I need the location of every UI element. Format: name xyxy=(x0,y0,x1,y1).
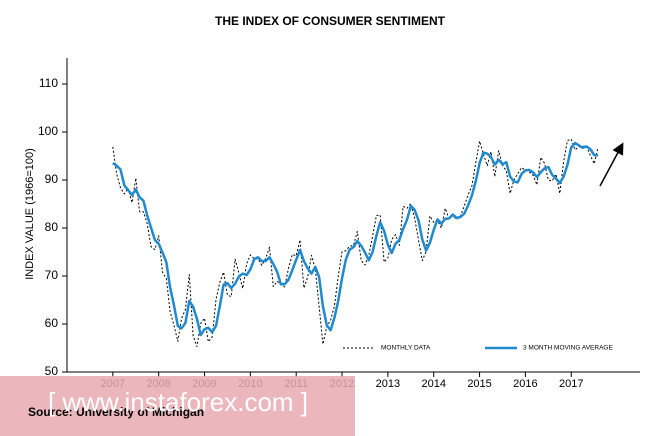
y-tick-label: 90 xyxy=(45,172,59,186)
watermark: [ www.instaforex.com ] xyxy=(48,387,308,417)
watermark-band xyxy=(0,376,355,436)
series-line xyxy=(112,141,599,337)
x-tick-label: 2017 xyxy=(559,378,583,390)
x-tick-label: 2015 xyxy=(467,378,491,390)
x-tick-label: 2016 xyxy=(513,378,537,390)
y-tick-label: 70 xyxy=(45,268,59,282)
x-tick-label: 2014 xyxy=(421,378,445,390)
x-tick-label: 2013 xyxy=(376,378,400,390)
y-axis-label: INDEX VALUE (1966=100) xyxy=(24,148,36,280)
y-tick-label: 80 xyxy=(45,220,59,234)
legend-label: 3 MONTH MOVING AVERAGE xyxy=(523,345,613,352)
y-tick-label: 110 xyxy=(39,76,58,90)
source: Source: University of Michigan xyxy=(28,405,204,419)
legend-label: MONTHLY DATA xyxy=(381,345,431,352)
y-tick-label: 60 xyxy=(45,316,59,330)
trend-arrow xyxy=(599,142,624,187)
y-tick-label: 50 xyxy=(45,364,59,378)
y-tick-label: 100 xyxy=(38,124,58,138)
chart-title: THE INDEX OF CONSUMER SENTIMENT xyxy=(215,14,446,28)
